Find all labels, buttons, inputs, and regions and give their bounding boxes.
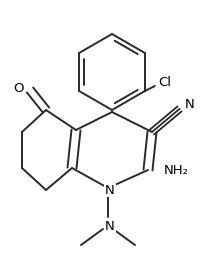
Text: O: O bbox=[13, 81, 23, 94]
Text: Cl: Cl bbox=[158, 77, 171, 89]
Text: N: N bbox=[105, 219, 115, 232]
Text: N: N bbox=[105, 184, 115, 197]
Text: NH₂: NH₂ bbox=[164, 164, 189, 177]
Text: N: N bbox=[185, 98, 194, 111]
